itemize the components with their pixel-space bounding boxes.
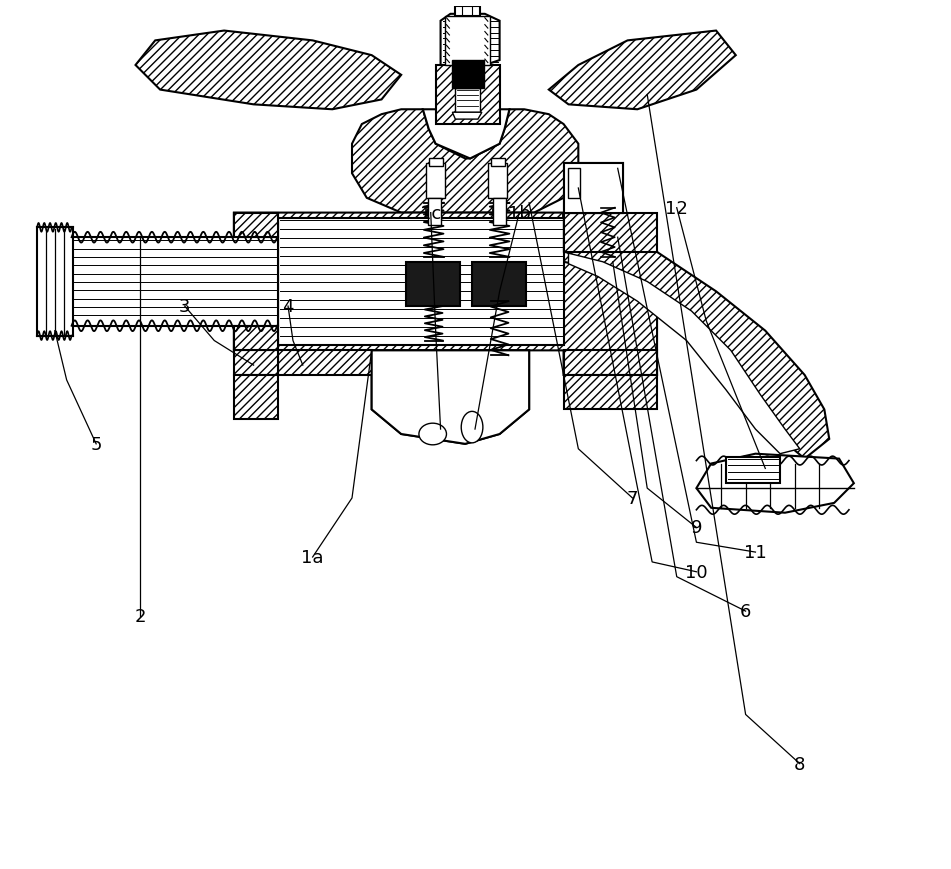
Circle shape bbox=[493, 204, 507, 218]
Bar bbox=[426, 164, 445, 199]
Polygon shape bbox=[279, 351, 372, 375]
Bar bbox=[71, 238, 279, 327]
Polygon shape bbox=[564, 218, 800, 454]
Text: 1a: 1a bbox=[301, 548, 324, 567]
Bar bbox=[491, 159, 505, 167]
Bar bbox=[472, 262, 526, 307]
Polygon shape bbox=[352, 110, 578, 214]
Polygon shape bbox=[234, 214, 657, 375]
Polygon shape bbox=[456, 7, 480, 17]
Bar bbox=[564, 164, 623, 214]
Ellipse shape bbox=[461, 412, 483, 443]
Bar bbox=[445, 17, 490, 66]
Bar bbox=[726, 457, 780, 484]
Bar bbox=[569, 169, 580, 199]
Bar bbox=[429, 159, 442, 167]
Polygon shape bbox=[234, 214, 279, 351]
Bar bbox=[493, 199, 506, 226]
Polygon shape bbox=[564, 351, 657, 375]
Text: 5: 5 bbox=[90, 435, 102, 454]
Polygon shape bbox=[372, 351, 529, 444]
Polygon shape bbox=[440, 15, 499, 66]
Text: 8: 8 bbox=[794, 755, 805, 773]
Text: 11: 11 bbox=[744, 543, 767, 561]
Bar bbox=[488, 164, 508, 199]
Text: 1b: 1b bbox=[508, 204, 531, 222]
Bar bbox=[436, 66, 499, 125]
Bar bbox=[406, 262, 460, 307]
Circle shape bbox=[427, 207, 440, 220]
Polygon shape bbox=[564, 214, 657, 253]
Text: 6: 6 bbox=[740, 602, 751, 620]
Polygon shape bbox=[234, 214, 279, 238]
Bar bbox=[456, 89, 480, 113]
Text: 4: 4 bbox=[282, 298, 294, 315]
Text: 1c: 1c bbox=[420, 204, 441, 222]
Bar bbox=[453, 61, 484, 89]
Text: 2: 2 bbox=[135, 607, 146, 626]
Polygon shape bbox=[564, 164, 623, 214]
Polygon shape bbox=[372, 351, 529, 444]
Polygon shape bbox=[564, 375, 657, 410]
Polygon shape bbox=[696, 454, 854, 513]
Polygon shape bbox=[135, 31, 401, 110]
Text: 9: 9 bbox=[690, 519, 702, 537]
Bar bbox=[37, 228, 72, 336]
Polygon shape bbox=[234, 375, 279, 420]
Bar bbox=[428, 199, 440, 226]
Text: 3: 3 bbox=[179, 298, 190, 315]
Text: 10: 10 bbox=[685, 563, 708, 581]
Polygon shape bbox=[453, 113, 482, 120]
Ellipse shape bbox=[419, 424, 446, 445]
Text: 7: 7 bbox=[627, 489, 638, 507]
Polygon shape bbox=[423, 110, 510, 159]
Polygon shape bbox=[234, 351, 279, 375]
Text: 12: 12 bbox=[666, 200, 689, 217]
Polygon shape bbox=[234, 327, 279, 351]
Polygon shape bbox=[279, 218, 564, 346]
Polygon shape bbox=[564, 214, 829, 459]
Polygon shape bbox=[549, 31, 736, 110]
